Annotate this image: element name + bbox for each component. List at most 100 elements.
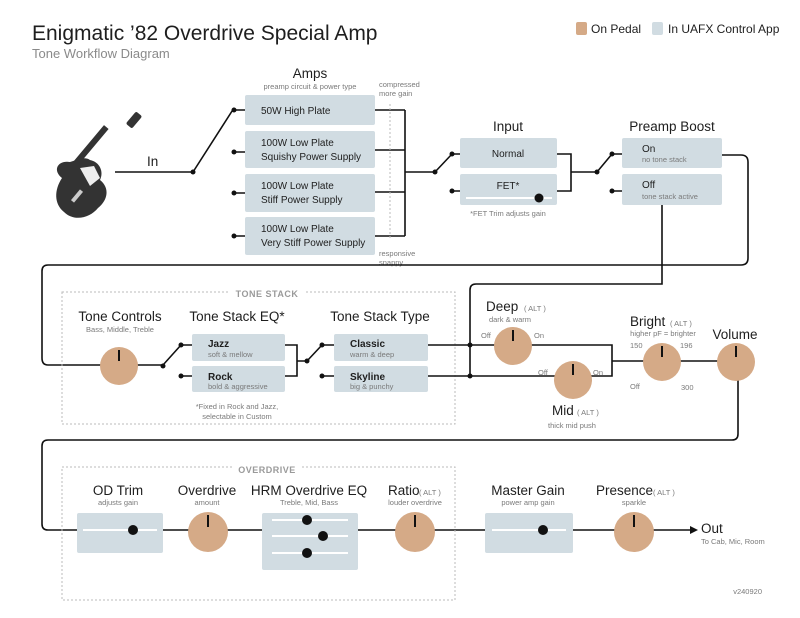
deep-title: Deep (486, 299, 518, 314)
ratio-alt: ( ALT ) (419, 488, 441, 497)
snappy-note: snappy (379, 258, 403, 267)
volume-title: Volume (712, 327, 757, 342)
legend-on-pedal: On Pedal (591, 22, 641, 36)
master-gain-sub: power amp gain (501, 498, 554, 507)
more-gain-note: more gain (379, 89, 412, 98)
mid-knob[interactable] (554, 361, 592, 399)
fet-trim-slider-handle[interactable] (534, 193, 544, 203)
bright-tick-off: Off (630, 382, 641, 391)
svg-text:bold & aggressive: bold & aggressive (208, 382, 268, 391)
amp-option-50w[interactable]: 50W High Plate (245, 95, 375, 125)
svg-text:Off: Off (642, 180, 655, 191)
svg-text:no tone stack: no tone stack (642, 155, 687, 164)
bright-title: Bright (630, 314, 666, 329)
hrm-eq-sub: Treble, Mid, Bass (280, 498, 338, 507)
legend-swatch-app (652, 22, 663, 35)
hrm-bass-handle[interactable] (302, 548, 312, 558)
bright-tick-150: 150 (630, 341, 643, 350)
eq-option-jazz[interactable]: Jazz soft & mellow (192, 334, 285, 361)
hrm-treble-handle[interactable] (302, 515, 312, 525)
volume-knob[interactable] (717, 343, 755, 381)
svg-text:Squishy Power Supply: Squishy Power Supply (261, 152, 361, 163)
tone-controls-title: Tone Controls (78, 309, 162, 324)
presence-alt: ( ALT ) (653, 488, 675, 497)
svg-text:warm & deep: warm & deep (349, 350, 394, 359)
deep-sub: dark & warm (489, 315, 531, 324)
amp-option-100w-squishy[interactable]: 100W Low Plate Squishy Power Supply (245, 131, 375, 168)
master-gain-title: Master Gain (491, 483, 565, 498)
svg-text:big & punchy: big & punchy (350, 382, 394, 391)
input-option-normal[interactable]: Normal (460, 138, 557, 168)
overdrive-section-label: OVERDRIVE (238, 465, 296, 475)
deep-off-label: Off (481, 331, 492, 340)
input-title: Input (493, 119, 523, 134)
tone-controls-knob[interactable] (100, 347, 138, 385)
tone-stack-section-label: TONE STACK (236, 289, 299, 299)
bright-tick-196: 196 (680, 341, 693, 350)
type-option-classic[interactable]: Classic warm & deep (334, 334, 428, 361)
responsive-note: responsive (379, 249, 415, 258)
overdrive-sub: amount (194, 498, 220, 507)
tone-stack-eq-title: Tone Stack EQ* (189, 309, 285, 324)
svg-text:100W Low Plate: 100W Low Plate (261, 138, 334, 149)
mid-sub: thick mid push (548, 421, 596, 430)
svg-text:tone stack active: tone stack active (642, 192, 698, 201)
svg-text:50W High Plate: 50W High Plate (261, 106, 331, 117)
output-sub: To Cab, Mic, Room (701, 537, 765, 546)
compressed-note: compressed (379, 80, 420, 89)
ratio-knob[interactable] (395, 512, 435, 552)
hrm-mid-handle[interactable] (318, 531, 328, 541)
mid-alt: ( ALT ) (577, 408, 599, 417)
amps-title: Amps (293, 66, 328, 81)
preamp-boost-on[interactable]: On no tone stack (622, 138, 722, 168)
svg-text:Skyline: Skyline (350, 372, 385, 383)
overdrive-title: Overdrive (178, 483, 237, 498)
eq-note-line2: selectable in Custom (202, 412, 272, 421)
deep-on-label: On (534, 331, 544, 340)
svg-text:On: On (642, 144, 655, 155)
ratio-title: Ratio (388, 483, 420, 498)
presence-knob[interactable] (614, 512, 654, 552)
bright-knob[interactable] (643, 343, 681, 381)
guitar-icon (56, 112, 142, 218)
deep-knob[interactable] (494, 327, 532, 365)
bright-sub: higher pF = brighter (630, 329, 696, 338)
fet-note: *FET Trim adjusts gain (470, 209, 546, 218)
eq-option-rock[interactable]: Rock bold & aggressive (192, 366, 285, 392)
input-label: In (147, 154, 158, 169)
bright-tick-300: 300 (681, 383, 694, 392)
preamp-boost-off[interactable]: Off tone stack active (622, 174, 722, 205)
svg-text:soft & mellow: soft & mellow (208, 350, 253, 359)
svg-text:Classic: Classic (350, 339, 385, 350)
master-gain-slider[interactable] (485, 513, 573, 553)
presence-title: Presence (596, 483, 653, 498)
mid-off-label: Off (538, 368, 549, 377)
svg-text:Jazz: Jazz (208, 339, 229, 350)
input-option-fet[interactable]: FET* (460, 174, 557, 205)
od-trim-sub: adjusts gain (98, 498, 138, 507)
amp-option-100w-very-stiff[interactable]: 100W Low Plate Very Stiff Power Supply (245, 217, 375, 255)
mid-on-label: On (593, 368, 603, 377)
svg-text:100W Low Plate: 100W Low Plate (261, 224, 334, 235)
od-trim-slider[interactable] (77, 513, 163, 553)
output-title: Out (701, 521, 723, 536)
amp-option-100w-stiff[interactable]: 100W Low Plate Stiff Power Supply (245, 174, 375, 212)
overdrive-knob[interactable] (188, 512, 228, 552)
svg-text:Very Stiff Power Supply: Very Stiff Power Supply (261, 238, 365, 249)
preamp-boost-title: Preamp Boost (629, 119, 715, 134)
svg-text:Normal: Normal (492, 149, 524, 160)
type-option-skyline[interactable]: Skyline big & punchy (334, 366, 428, 392)
page-subtitle: Tone Workflow Diagram (32, 46, 170, 61)
svg-text:100W Low Plate: 100W Low Plate (261, 181, 334, 192)
hrm-eq-title: HRM Overdrive EQ (251, 483, 367, 498)
eq-note-line1: *Fixed in Rock and Jazz, (196, 402, 279, 411)
tone-controls-sub: Bass, Middle, Treble (86, 325, 154, 334)
deep-alt: ( ALT ) (524, 304, 546, 313)
legend-in-app: In UAFX Control App (668, 22, 780, 36)
hrm-eq-sliders[interactable] (262, 513, 358, 570)
svg-text:Rock: Rock (208, 372, 233, 383)
mid-title: Mid (552, 403, 574, 418)
version-label: v240920 (733, 587, 762, 596)
output-arrow-icon (690, 526, 698, 534)
